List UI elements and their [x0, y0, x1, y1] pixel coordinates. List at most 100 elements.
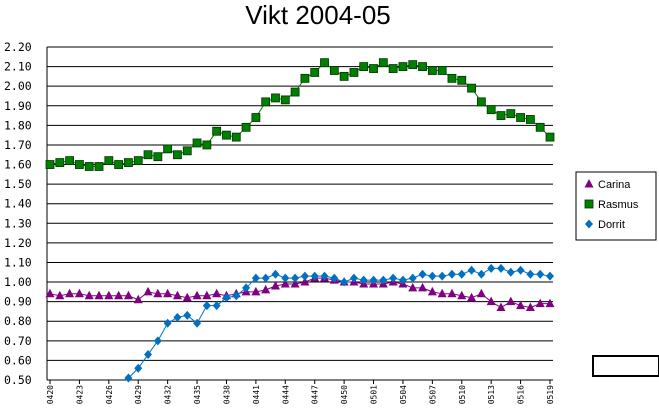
data-point	[84, 162, 94, 171]
data-point	[222, 130, 231, 140]
x-tick-label: 0513	[487, 385, 496, 404]
data-point	[516, 265, 525, 275]
data-point	[340, 277, 349, 287]
data-point	[172, 290, 182, 300]
legend: Carina Rasmus Dorrit	[575, 171, 657, 241]
data-point	[476, 97, 486, 107]
data-point	[536, 269, 545, 279]
data-point	[290, 279, 300, 288]
data-point	[212, 126, 222, 136]
data-point	[408, 60, 418, 70]
data-point	[251, 286, 261, 296]
legend-marker	[584, 179, 594, 188]
data-point	[526, 269, 535, 279]
data-point	[124, 373, 133, 383]
data-point	[281, 273, 290, 283]
data-point	[124, 158, 133, 167]
data-point	[467, 83, 476, 93]
x-tick-label: 0516	[517, 385, 526, 404]
chart-title: Vikt 2004-05	[245, 0, 391, 30]
data-point	[447, 269, 456, 279]
data-point	[329, 66, 339, 75]
y-tick-label: 1.80	[4, 118, 32, 132]
data-point	[300, 271, 309, 281]
data-point	[241, 122, 251, 132]
data-point	[300, 277, 310, 286]
y-tick-label: 1.90	[4, 99, 32, 113]
data-point	[525, 302, 535, 312]
x-tick-label: 0429	[134, 385, 143, 404]
data-point	[545, 298, 555, 308]
series-rasmus	[45, 58, 555, 171]
legend-label: Dorrit	[598, 219, 625, 231]
y-tick-label: 2.20	[4, 40, 32, 54]
data-point	[133, 156, 143, 166]
data-point	[104, 156, 114, 166]
data-point	[104, 290, 114, 300]
data-point	[212, 288, 222, 298]
data-point	[163, 288, 173, 298]
data-point	[418, 282, 428, 292]
data-point	[144, 350, 153, 360]
data-point	[45, 160, 55, 169]
data-point	[310, 271, 319, 281]
data-point	[349, 273, 358, 283]
data-point	[389, 273, 398, 283]
x-tick-label: 0519	[546, 385, 555, 404]
data-point	[261, 273, 270, 283]
y-tick-label: 2.00	[4, 79, 32, 93]
data-point	[369, 275, 378, 285]
data-point	[437, 66, 447, 75]
y-tick-label: 1.70	[4, 138, 32, 152]
data-point	[467, 292, 477, 302]
data-point	[94, 162, 104, 171]
data-point	[310, 68, 320, 77]
data-point	[457, 75, 467, 85]
x-tick-label: 0501	[370, 385, 379, 404]
data-point	[261, 284, 271, 294]
data-point	[182, 146, 192, 156]
data-point	[359, 62, 369, 71]
y-tick-label: 1.20	[4, 236, 32, 250]
legend-marker	[584, 199, 594, 209]
data-point	[418, 62, 427, 71]
data-point	[398, 62, 408, 71]
data-point	[427, 66, 437, 75]
data-point	[535, 122, 545, 132]
data-point	[496, 111, 506, 120]
data-point	[153, 152, 163, 162]
data-point	[270, 280, 280, 290]
x-tick-label: 0507	[428, 385, 437, 404]
data-point	[280, 279, 290, 288]
y-tick-label: 0.60	[4, 353, 32, 367]
x-tick-label: 0444	[281, 385, 290, 404]
x-tick-label: 0432	[164, 385, 173, 404]
data-point	[182, 292, 192, 302]
data-point	[428, 271, 437, 281]
data-point	[202, 140, 212, 150]
data-point	[163, 318, 172, 328]
data-point	[506, 296, 516, 306]
data-point	[457, 290, 467, 300]
y-tick-label: 0.90	[4, 295, 32, 309]
data-point	[378, 58, 388, 68]
data-point	[55, 290, 65, 300]
data-point	[153, 336, 162, 346]
x-tick-label: 0423	[75, 385, 84, 404]
data-point	[183, 310, 192, 320]
data-point	[506, 109, 516, 118]
x-tick-label: 0450	[340, 385, 349, 404]
data-point	[173, 150, 182, 160]
data-point	[114, 290, 124, 300]
data-point	[467, 265, 476, 275]
y-axis: 0.50 0.60 0.70 0.80 0.90 1.00 1.10 1.20 1.30 1.40…	[4, 40, 48, 387]
data-point	[94, 290, 104, 300]
gridlines	[47, 46, 553, 381]
data-point	[290, 87, 300, 97]
x-tick-label: 0441	[252, 385, 261, 404]
series-carina	[45, 273, 555, 312]
data-point	[525, 115, 535, 124]
data-point	[251, 273, 260, 283]
series-line	[49, 277, 550, 309]
data-point	[427, 286, 437, 296]
